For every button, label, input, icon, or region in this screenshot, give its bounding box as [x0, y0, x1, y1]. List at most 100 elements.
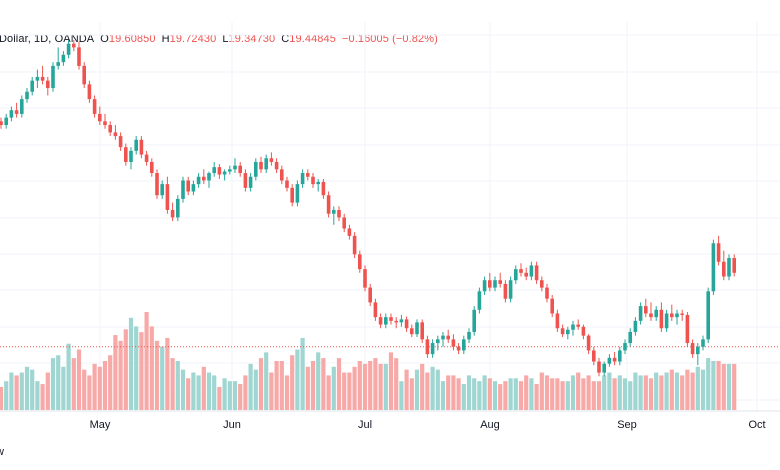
x-tick-label: Jul	[358, 419, 372, 431]
volume-bar	[92, 363, 97, 410]
candle-body	[77, 47, 81, 66]
x-tick-label: Aug	[480, 419, 500, 431]
volume-bar	[368, 361, 373, 410]
volume-bar	[357, 361, 362, 410]
candle-body	[545, 287, 549, 299]
volume-bar	[461, 384, 466, 410]
candle-body	[248, 176, 253, 188]
volume-bar	[492, 381, 498, 410]
candle-body	[98, 113, 102, 122]
candle-body	[394, 320, 398, 323]
volume-bar	[35, 381, 40, 410]
volume-bar	[508, 378, 513, 410]
candle-body	[358, 254, 362, 270]
volume-bar	[128, 317, 134, 410]
volume-bar	[435, 369, 440, 410]
candle-body	[160, 184, 164, 196]
volume-bar	[477, 381, 482, 410]
legend-close: 19.44845	[289, 33, 336, 45]
candle-body	[685, 314, 690, 344]
candle-body	[61, 54, 66, 63]
volume-bar	[248, 363, 253, 410]
volume-bar	[316, 352, 321, 410]
candle-body	[670, 313, 674, 318]
volume-bar	[258, 358, 264, 410]
volume-bar	[71, 358, 76, 410]
volume-bar	[487, 378, 492, 410]
candle-body	[410, 328, 414, 335]
volume-bar	[45, 372, 50, 410]
volume-bar	[347, 372, 352, 410]
volume-bar	[383, 363, 388, 410]
volume-bar	[232, 381, 238, 410]
volume-bar	[451, 375, 456, 410]
candle-body	[155, 173, 159, 196]
candle-body	[727, 258, 731, 277]
volume-bar	[295, 349, 300, 410]
candle-body	[456, 346, 461, 351]
volume-bar	[196, 375, 201, 410]
candle-body	[628, 331, 632, 344]
candle-body	[602, 363, 606, 373]
volume-bar	[706, 358, 711, 410]
volume-bar	[700, 369, 706, 410]
volume-bar	[711, 361, 716, 410]
legend-open: 19.60850	[108, 33, 156, 45]
candle-body	[566, 329, 570, 335]
volume-bar	[373, 358, 378, 410]
volume-bar	[586, 375, 591, 410]
candle-body	[176, 198, 180, 218]
candle-body	[202, 176, 206, 181]
candle-body	[618, 350, 622, 362]
legend-symbol: Dollar, 1D, OANDA	[0, 33, 95, 45]
candle-body	[508, 280, 513, 299]
candle-body	[170, 210, 175, 218]
candle-body	[222, 171, 227, 175]
volume-bar	[690, 372, 695, 410]
candle-body	[612, 357, 617, 362]
volume-bar	[378, 363, 383, 410]
volume-bar	[139, 332, 144, 410]
candle-body	[649, 313, 653, 318]
candle-body	[181, 180, 185, 199]
volume-bar	[243, 375, 248, 410]
volume-bar	[388, 352, 394, 410]
brand-watermark: w	[0, 446, 4, 458]
candle-body	[35, 76, 40, 81]
candle-body	[638, 306, 643, 321]
candle-body	[659, 309, 664, 329]
candle-body	[191, 184, 196, 192]
volume-bar	[414, 369, 420, 410]
volume-bar	[425, 372, 430, 410]
candle-body	[87, 84, 92, 100]
candle-body	[326, 195, 331, 214]
candle-body	[576, 324, 580, 327]
volume-bar	[581, 378, 586, 410]
volume-bar	[0, 386, 4, 410]
legend-low-label: L	[222, 33, 229, 45]
candle-body	[706, 291, 710, 340]
candle-body	[696, 346, 700, 355]
volume-bar	[76, 349, 82, 410]
candle-body	[342, 217, 346, 229]
candle-body	[732, 258, 736, 273]
candle-body	[337, 210, 341, 218]
candle-body	[550, 298, 554, 314]
candle-body	[134, 139, 138, 151]
candle-body	[285, 180, 289, 188]
volume-bar	[212, 375, 217, 410]
volume-bar	[555, 378, 560, 410]
candle-body	[300, 173, 305, 185]
volume-bar	[529, 378, 534, 410]
volume-bar	[472, 378, 477, 410]
volume-bar	[482, 375, 487, 410]
volume-bar	[191, 372, 196, 410]
candle-body	[108, 125, 112, 133]
x-tick-label: Jun	[223, 419, 241, 431]
volume-bar	[14, 375, 19, 410]
candle-body	[9, 110, 14, 118]
candle-body	[722, 261, 726, 277]
volume-bar	[253, 369, 258, 410]
candle-body	[25, 91, 29, 100]
